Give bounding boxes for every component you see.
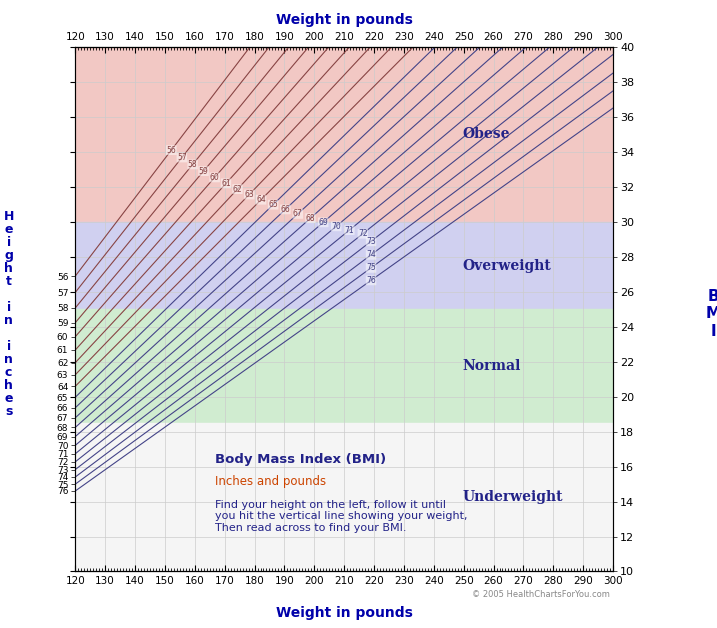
Text: 58: 58: [188, 160, 197, 169]
Text: 63: 63: [244, 190, 254, 199]
Text: Find your height on the left, follow it until
you hit the vertical line showing : Find your height on the left, follow it …: [215, 500, 467, 533]
Text: 75: 75: [366, 263, 376, 273]
Text: 65: 65: [268, 200, 278, 209]
Text: B
M
I: B M I: [706, 289, 717, 339]
Text: 73: 73: [366, 237, 376, 246]
Text: 64: 64: [256, 195, 266, 204]
Text: 74: 74: [366, 251, 376, 259]
Text: 69: 69: [318, 218, 328, 227]
Bar: [75, 309, 613, 423]
Text: 68: 68: [305, 214, 315, 223]
Text: 70: 70: [331, 222, 341, 231]
Text: Body Mass Index (BMI): Body Mass Index (BMI): [215, 453, 386, 465]
Text: 57: 57: [177, 153, 186, 162]
Text: Inches and pounds: Inches and pounds: [215, 475, 326, 489]
Text: 72: 72: [358, 229, 368, 238]
Text: 56: 56: [166, 146, 176, 154]
Text: Obese: Obese: [462, 127, 510, 141]
Text: Weight in pounds: Weight in pounds: [276, 607, 412, 620]
Text: Underweight: Underweight: [462, 490, 563, 504]
Text: 59: 59: [199, 166, 209, 176]
Bar: [75, 423, 613, 571]
Text: 60: 60: [210, 173, 219, 182]
Text: 62: 62: [233, 185, 242, 193]
Text: © 2005 HealthChartsForYou.com: © 2005 HealthChartsForYou.com: [472, 590, 609, 599]
Text: 67: 67: [293, 209, 303, 219]
Text: 66: 66: [280, 205, 290, 214]
Bar: [75, 47, 613, 222]
Text: 76: 76: [366, 276, 376, 285]
Text: 71: 71: [345, 225, 354, 235]
Text: Normal: Normal: [462, 359, 521, 373]
Title: Weight in pounds: Weight in pounds: [276, 13, 412, 27]
Text: Overweight: Overweight: [462, 259, 551, 273]
Text: H
e
i
g
h
t
 
i
n
 
i
n
c
h
e
s: H e i g h t i n i n c h e s: [4, 210, 14, 418]
Text: 61: 61: [221, 179, 231, 188]
Bar: [75, 222, 613, 309]
